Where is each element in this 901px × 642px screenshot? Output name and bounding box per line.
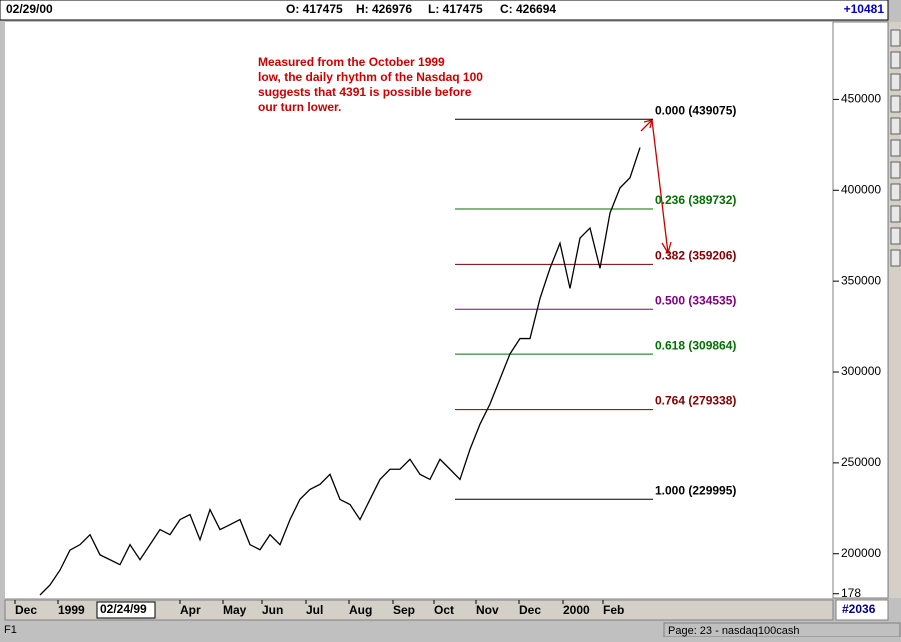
x-tick-label: Jul bbox=[306, 603, 323, 617]
header-high: H: 426976 bbox=[356, 2, 412, 16]
cursor-date-box[interactable] bbox=[96, 601, 156, 619]
header-low: L: 417475 bbox=[428, 2, 483, 16]
fib-label: 0.382 (359206) bbox=[655, 249, 736, 263]
y-tick-label: 350000 bbox=[841, 273, 881, 287]
annotation: Measured from the October 1999 bbox=[258, 55, 445, 69]
x-tick-label: Aug bbox=[349, 603, 372, 617]
y-tick-label: 200000 bbox=[841, 546, 881, 560]
forecast-arrow bbox=[640, 119, 672, 255]
price-line bbox=[39, 147, 641, 596]
fib-label: 0.618 (309864) bbox=[655, 338, 736, 352]
plot-area bbox=[5, 22, 833, 598]
annotation: suggests that 4391 is possible before bbox=[258, 85, 472, 99]
y-tick-label: 178 bbox=[841, 586, 861, 600]
toolbar-icons bbox=[890, 29, 901, 267]
y-axis-area bbox=[832, 21, 889, 599]
x-tick-label: Sep bbox=[393, 603, 415, 617]
annotation: low, the daily rhythm of the Nasdaq 100 bbox=[258, 70, 483, 84]
x-tick-label: Dec bbox=[15, 603, 37, 617]
fib-label: 0.764 (279338) bbox=[655, 394, 736, 408]
y-tick-label: 300000 bbox=[841, 364, 881, 378]
bar-count-box bbox=[835, 599, 889, 621]
fib-label: 0.000 (439075) bbox=[655, 103, 736, 117]
fib-label: 0.500 (334535) bbox=[655, 293, 736, 307]
header-close: C: 426694 bbox=[500, 2, 556, 16]
x-tick-label: Dec bbox=[519, 603, 541, 617]
header-bar bbox=[0, 0, 889, 21]
fib-label: 1.000 (229995) bbox=[655, 483, 736, 497]
x-tick-label: Oct bbox=[434, 603, 454, 617]
bar-count: #2036 bbox=[842, 602, 876, 616]
status-key: F1 bbox=[4, 624, 17, 636]
x-tick-label: 2000 bbox=[563, 603, 590, 617]
y-tick-label: 250000 bbox=[841, 455, 881, 469]
annotation: our turn lower. bbox=[258, 100, 341, 114]
header-open: O: 417475 bbox=[286, 2, 343, 16]
x-tick-label: May bbox=[223, 603, 247, 617]
header-change: +10481 bbox=[844, 2, 885, 16]
y-tick-label: 400000 bbox=[841, 182, 881, 196]
x-tick-label: Nov bbox=[476, 603, 499, 617]
header-date: 02/29/00 bbox=[6, 2, 53, 16]
x-tick-label: 1999 bbox=[58, 603, 85, 617]
x-tick-label: Apr bbox=[180, 603, 201, 617]
x-axis-bar bbox=[4, 599, 834, 621]
cursor-date: 02/24/99 bbox=[100, 602, 147, 616]
fib-label: 0.236 (389732) bbox=[655, 193, 736, 207]
x-tick-label: Feb bbox=[603, 603, 624, 617]
x-tick-label: Jun bbox=[262, 603, 283, 617]
y-tick-label: 450000 bbox=[841, 92, 881, 106]
status-page: Page: 23 - nasdaq100cash bbox=[668, 625, 800, 637]
